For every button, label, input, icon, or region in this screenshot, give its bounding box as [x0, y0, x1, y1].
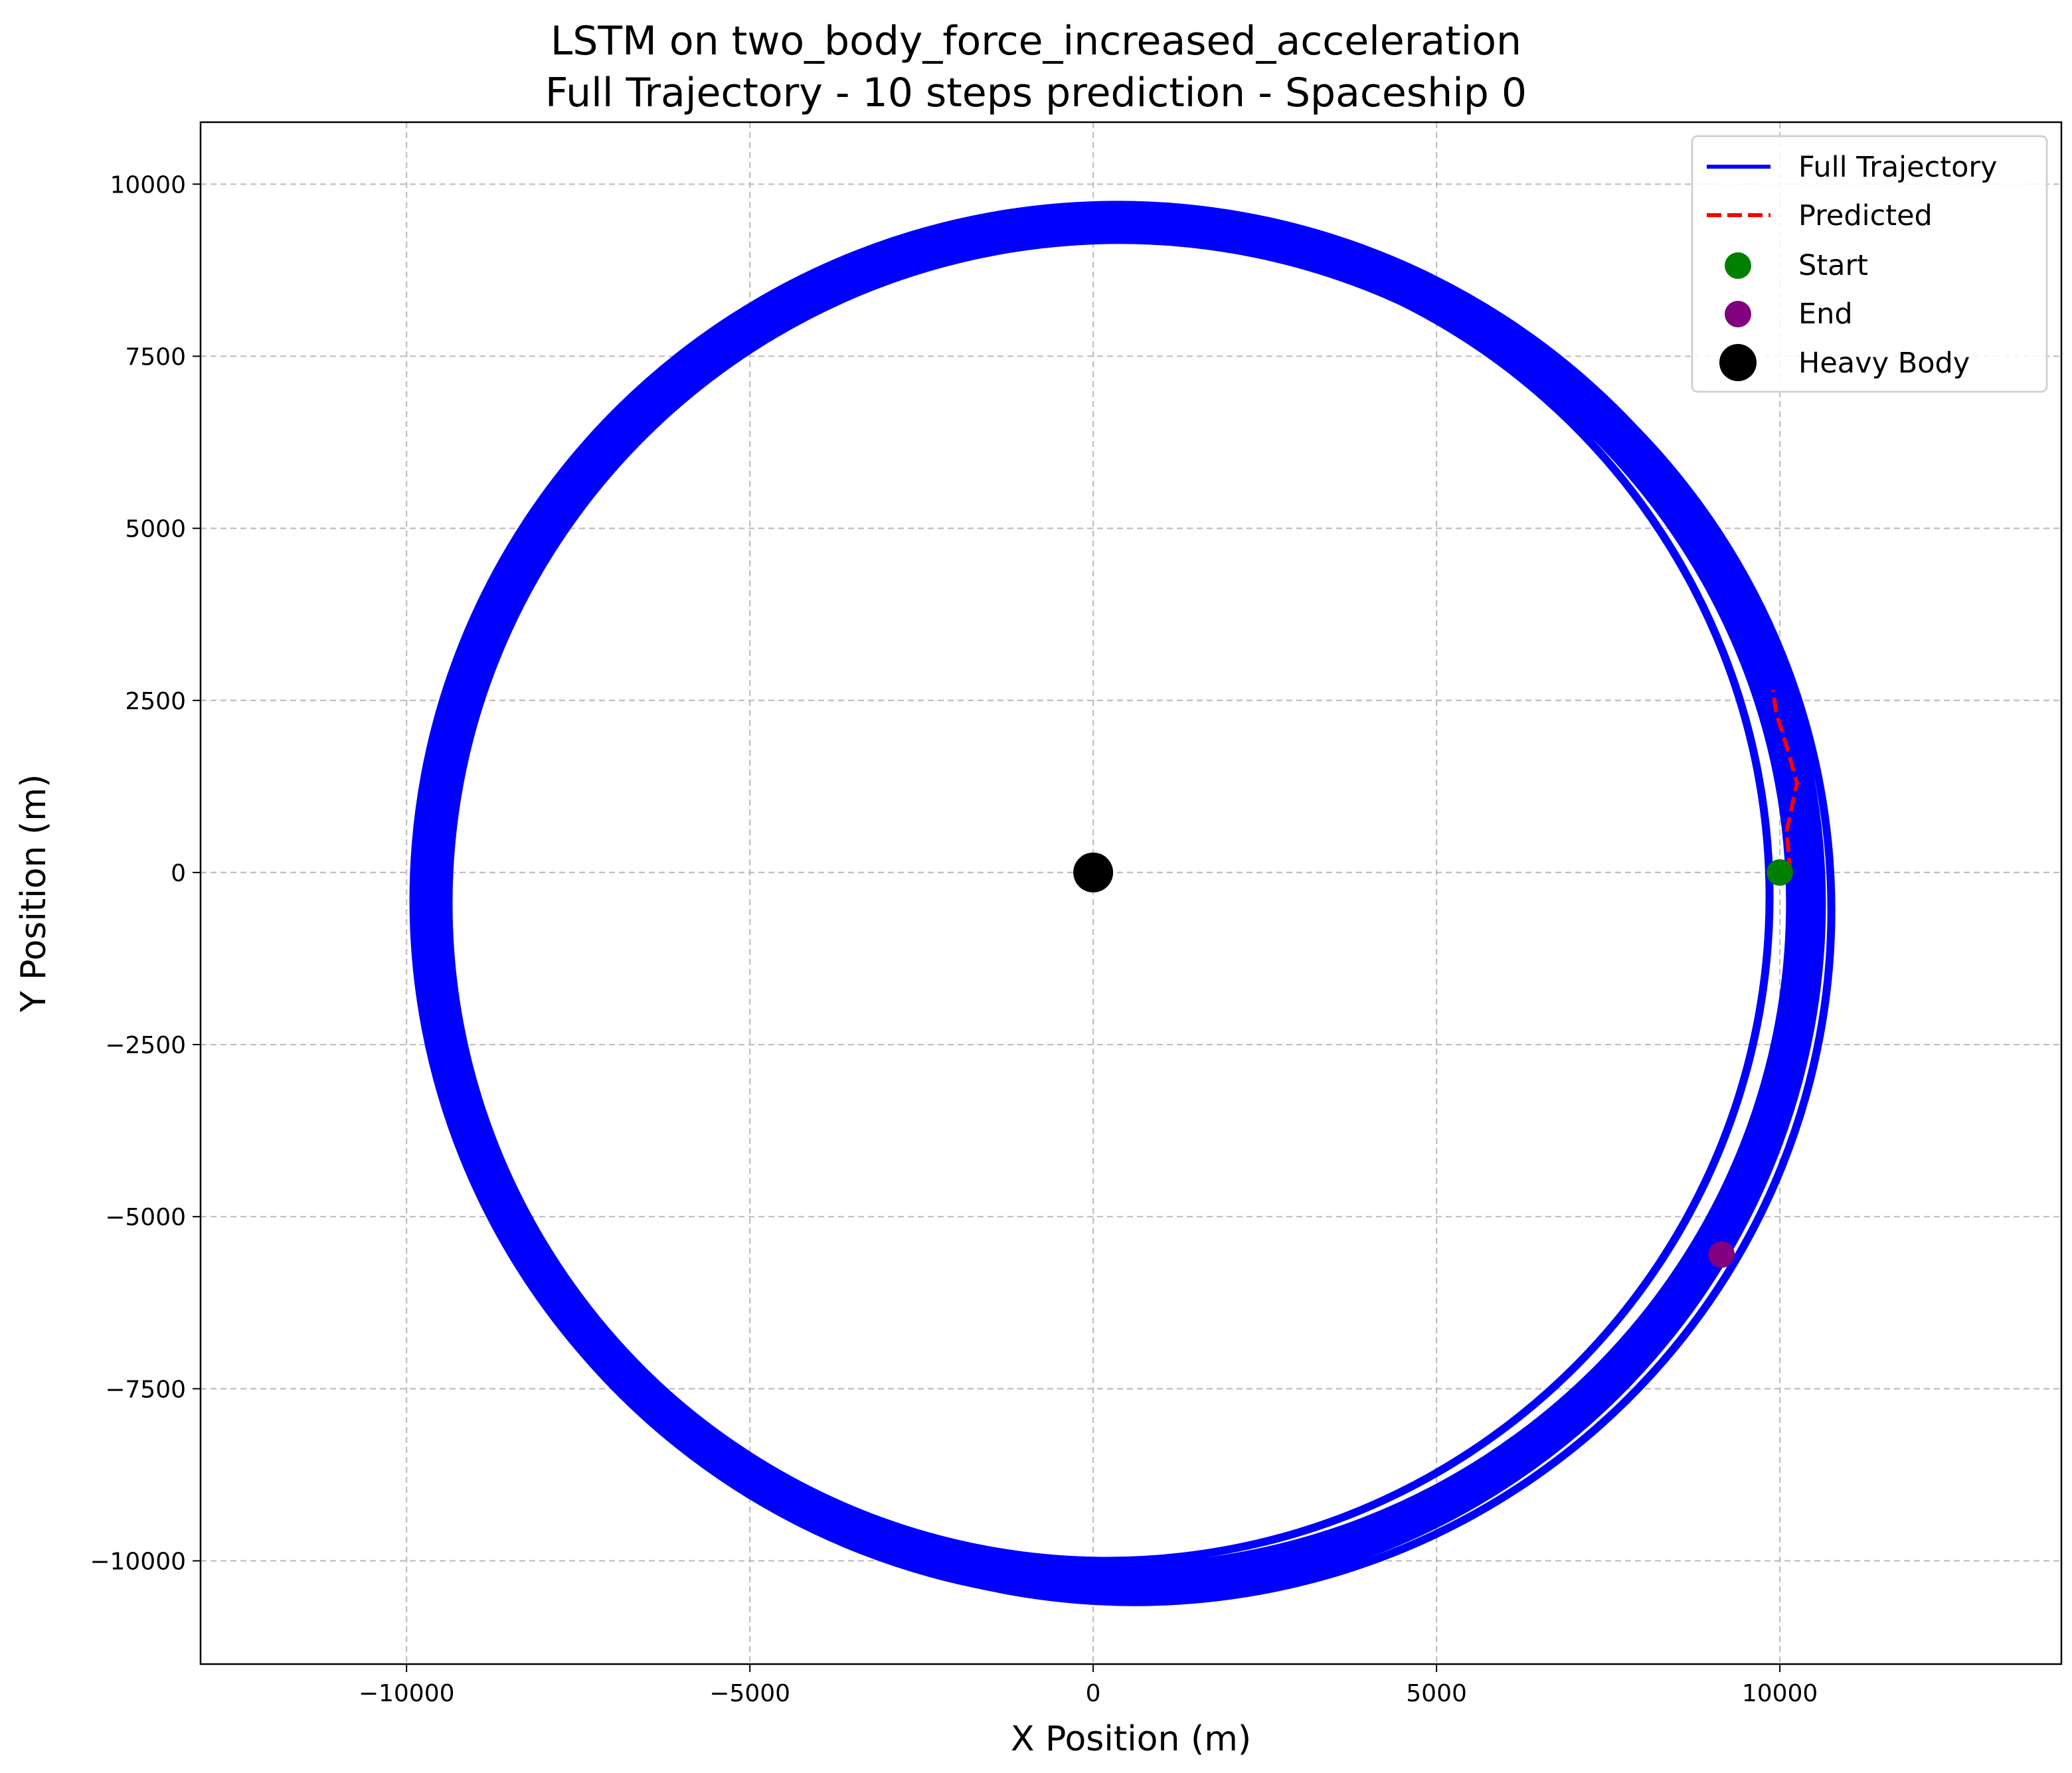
legend-marker-end: [1725, 301, 1751, 327]
legend-marker-heavy-body: [1719, 344, 1757, 381]
y-tick-label: 10000: [110, 171, 186, 199]
legend-label-predicted: Predicted: [1798, 199, 1933, 232]
y-tick-label: −10000: [90, 1549, 186, 1576]
y-tick-label: −5000: [105, 1204, 186, 1231]
x-tick-label: −5000: [709, 1680, 790, 1707]
legend-label-end: End: [1798, 297, 1853, 331]
x-tick-label: 5000: [1406, 1680, 1467, 1707]
legend-label-heavy-body: Heavy Body: [1798, 347, 1970, 380]
y-tick-label: 7500: [125, 343, 186, 371]
legend-box: [1691, 135, 2048, 393]
x-tick-label: −10000: [359, 1680, 455, 1707]
legend-label-full-trajectory: Full Trajectory: [1798, 151, 1998, 184]
chart-subtitle: Full Trajectory - 10 steps prediction - …: [545, 70, 1527, 116]
trajectory-orbit: [444, 224, 1805, 1589]
legend-marker-start: [1725, 252, 1751, 279]
predicted-series: [1770, 689, 1800, 873]
grid: [201, 122, 2061, 1664]
y-tick-label: −7500: [105, 1376, 186, 1403]
x-tick-label: 0: [1086, 1680, 1101, 1707]
y-tick-label: 2500: [125, 688, 186, 715]
y-tick-label: −2500: [105, 1032, 186, 1059]
plot-area-frame: [199, 121, 2063, 1665]
y-axis-label: Y Position (m): [14, 774, 54, 1013]
marker-points: [1073, 852, 1794, 1268]
legend: Full Trajectory Predicted Start End Heav…: [1691, 135, 2048, 393]
x-tick-label: 10000: [1742, 1680, 1818, 1707]
predicted-line: [1770, 689, 1800, 873]
chart-title: LSTM on two_body_force_increased_acceler…: [551, 18, 1521, 64]
legend-label-start: Start: [1798, 249, 1868, 282]
heavy-body-marker: [1073, 852, 1114, 892]
full-trajectory-series: [409, 201, 1836, 1606]
y-tick-label: 5000: [125, 516, 186, 543]
trajectory-orbit: [409, 201, 1826, 1600]
axis-ticks: −10000 −5000 0 5000 10000 −10000 −7500 −5000 −25…: [90, 171, 1818, 1707]
y-tick-label: 0: [171, 860, 186, 887]
trajectory-orbit: [433, 214, 1836, 1606]
end-marker: [1708, 1241, 1735, 1268]
x-axis-label: X Position (m): [1011, 1719, 1251, 1759]
start-marker: [1767, 859, 1794, 886]
